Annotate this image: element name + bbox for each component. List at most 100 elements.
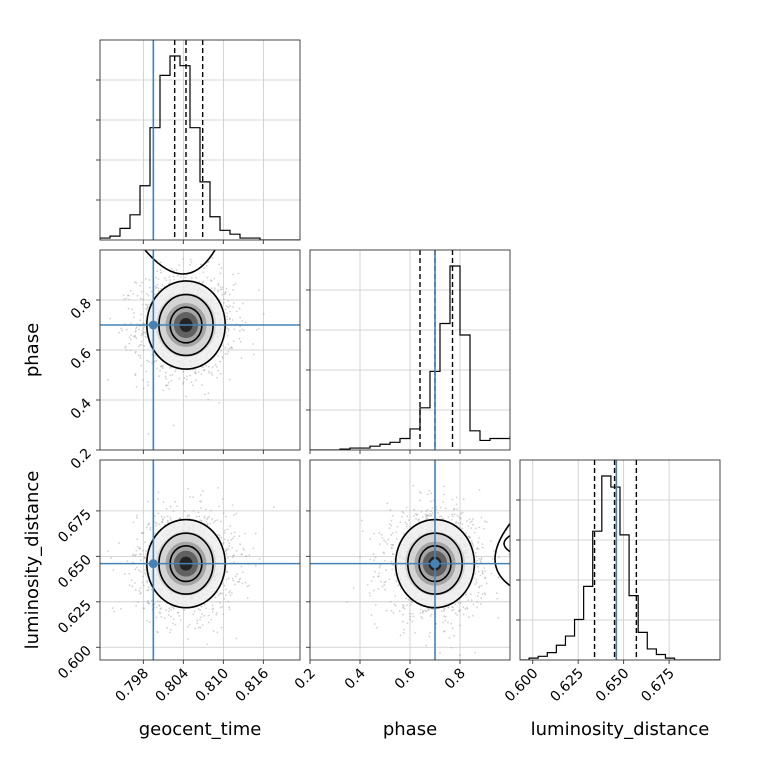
scatter-point — [177, 611, 180, 614]
scatter-point — [205, 364, 207, 367]
scatter-point — [225, 552, 228, 555]
scatter-point — [430, 500, 432, 503]
scatter-point — [221, 605, 223, 608]
scatter-point — [178, 614, 181, 617]
scatter-point — [243, 549, 246, 552]
scatter-point — [158, 523, 161, 526]
scatter-point — [157, 604, 160, 606]
scatter-point — [185, 378, 188, 381]
scatter-point — [483, 520, 486, 523]
scatter-point — [160, 287, 163, 290]
scatter-point — [148, 602, 151, 605]
scatter-point — [461, 527, 464, 530]
scatter-point — [477, 591, 480, 594]
scatter-point — [374, 623, 376, 625]
scatter-point — [238, 307, 241, 310]
scatter-point — [483, 592, 486, 595]
scatter-point — [436, 511, 439, 514]
scatter-point — [407, 598, 410, 601]
scatter-point — [159, 269, 162, 271]
scatter-point — [198, 515, 201, 518]
scatter-point — [165, 384, 167, 387]
scatter-point — [222, 301, 225, 304]
scatter-point — [220, 288, 222, 291]
scatter-point — [219, 272, 222, 275]
scatter-point — [214, 519, 216, 522]
scatter-point — [199, 618, 201, 621]
scatter-point — [485, 521, 488, 524]
scatter-point — [414, 513, 417, 515]
scatter-point — [141, 303, 144, 306]
scatter-point — [230, 346, 233, 349]
scatter-point — [257, 327, 260, 330]
scatter-point — [430, 492, 433, 495]
scatter-point — [169, 505, 172, 508]
scatter-point — [454, 612, 457, 615]
scatter-point — [228, 347, 231, 350]
scatter-point — [481, 593, 484, 595]
scatter-point — [489, 540, 492, 543]
scatter-point — [468, 518, 471, 521]
scatter-point — [244, 532, 246, 535]
scatter-point — [245, 555, 248, 558]
scatter-point — [428, 515, 431, 517]
scatter-point — [214, 287, 216, 290]
scatter-point — [429, 631, 431, 634]
scatter-point — [395, 580, 398, 583]
scatter-point — [450, 622, 453, 625]
contour-line — [494, 523, 510, 587]
scatter-point — [130, 334, 132, 337]
scatter-point — [207, 370, 210, 373]
scatter-point — [210, 618, 213, 621]
scatter-point — [118, 542, 120, 544]
scatter-point — [258, 558, 261, 560]
scatter-point — [421, 617, 424, 620]
scatter-point — [429, 512, 431, 515]
scatter-point — [140, 553, 142, 556]
scatter-point — [128, 298, 131, 301]
scatter-point — [219, 592, 222, 595]
scatter-point — [451, 609, 453, 612]
scatter-point — [142, 327, 145, 330]
scatter-point — [214, 363, 217, 366]
y-label-luminosity-distance: luminosity_distance — [22, 471, 43, 650]
scatter-point — [442, 518, 445, 520]
scatter-point — [233, 531, 236, 534]
scatter-point — [204, 393, 207, 396]
scatter-point — [479, 560, 482, 563]
scatter-point — [453, 507, 456, 510]
scatter-point — [244, 555, 247, 558]
scatter-point — [465, 593, 467, 596]
y-tick-label: 0.2 — [68, 446, 95, 473]
scatter-point — [241, 320, 244, 322]
scatter-point — [390, 524, 393, 527]
scatter-point — [197, 511, 200, 514]
scatter-point — [228, 293, 231, 296]
scatter-point — [217, 594, 220, 596]
scatter-point — [232, 273, 234, 276]
scatter-point — [161, 519, 164, 521]
scatter-point — [159, 612, 161, 615]
scatter-point — [190, 261, 193, 264]
scatter-point — [381, 585, 384, 588]
scatter-point — [146, 581, 149, 584]
scatter-point — [201, 624, 204, 627]
scatter-point — [176, 275, 179, 277]
scatter-point — [384, 580, 387, 583]
scatter-point — [219, 601, 221, 604]
scatter-point — [203, 614, 206, 617]
scatter-point — [218, 534, 221, 537]
scatter-point — [134, 281, 136, 283]
scatter-point — [451, 606, 454, 609]
scatter-point — [456, 514, 459, 517]
scatter-point — [128, 584, 131, 587]
scatter-point — [474, 651, 477, 654]
scatter-point — [227, 539, 229, 542]
scatter-point — [146, 359, 148, 362]
scatter-point — [378, 532, 381, 534]
scatter-point — [447, 621, 449, 624]
scatter-point — [188, 514, 191, 517]
scatter-point — [402, 605, 405, 608]
scatter-point — [395, 531, 398, 533]
scatter-point — [481, 543, 484, 546]
